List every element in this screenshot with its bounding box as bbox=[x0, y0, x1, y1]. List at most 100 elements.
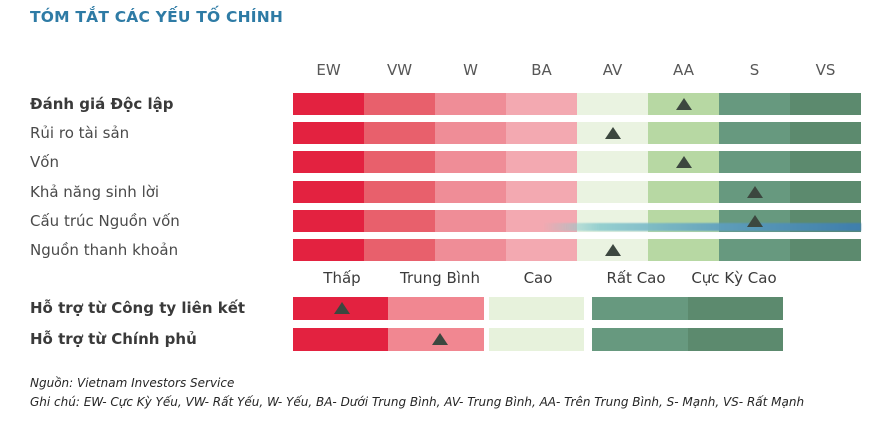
rating-scale-bar bbox=[293, 122, 861, 145]
grade-header-vw: VW bbox=[386, 61, 413, 79]
scale-segment bbox=[293, 238, 364, 261]
grade-header-vs: VS bbox=[815, 61, 836, 79]
page-title: TÓM TẮT CÁC YẾU TỐ CHÍNH bbox=[30, 8, 284, 26]
level-label-high: Cao bbox=[523, 269, 553, 287]
factor-row: Rủi ro tài sản bbox=[0, 122, 890, 151]
scale-segment bbox=[687, 328, 784, 351]
scale-segment bbox=[435, 209, 506, 232]
factor-row: Cấu trúc Nguồn vốn bbox=[0, 209, 890, 239]
rating-marker-triangle bbox=[675, 156, 692, 169]
grade-header-ew: EW bbox=[316, 61, 341, 79]
rating-scale-bar bbox=[293, 209, 861, 232]
grade-header-s: S bbox=[749, 61, 760, 79]
scale-segment bbox=[592, 297, 688, 320]
scale-segment bbox=[577, 93, 648, 115]
scale-segment bbox=[293, 93, 364, 115]
scale-segment bbox=[719, 93, 790, 115]
factor-label-profitability: Khả năng sinh lời bbox=[30, 182, 160, 201]
scale-segment bbox=[506, 238, 577, 261]
scale-segment bbox=[719, 151, 790, 174]
factor-label-liquidity: Nguồn thanh khoản bbox=[30, 240, 179, 259]
scale-segment bbox=[364, 93, 435, 115]
scale-segment bbox=[506, 180, 577, 203]
rating-marker-triangle bbox=[746, 185, 763, 198]
support-label-government: Hỗ trợ từ Chính phủ bbox=[30, 330, 197, 348]
support-row: Hỗ trợ từ Công ty liên kết bbox=[0, 297, 890, 328]
scale-segment bbox=[388, 297, 484, 320]
level-label-extremely-high: Cực Kỳ Cao bbox=[691, 269, 777, 287]
scale-segment bbox=[435, 151, 506, 174]
scale-segment bbox=[293, 151, 364, 174]
rating-marker-triangle bbox=[604, 243, 621, 256]
figure-footer: Nguồn: Vietnam Investors Service Ghi chú… bbox=[30, 374, 804, 411]
rating-scale-bar bbox=[293, 297, 784, 320]
scale-segment bbox=[435, 238, 506, 261]
rating-marker-triangle bbox=[432, 333, 448, 345]
scale-segment bbox=[719, 122, 790, 145]
support-rows-section: Hỗ trợ từ Công ty liên kết Hỗ trợ từ Chí… bbox=[0, 297, 890, 359]
scale-segment bbox=[435, 122, 506, 145]
factor-row: Khả năng sinh lời bbox=[0, 180, 890, 210]
rating-scale-bar bbox=[293, 180, 861, 203]
factor-label-funding-structure: Cấu trúc Nguồn vốn bbox=[30, 211, 180, 230]
scale-segment bbox=[506, 93, 577, 115]
factor-row: Vốn bbox=[0, 151, 890, 180]
rating-scale-bar bbox=[293, 328, 784, 351]
grade-header-w: W bbox=[463, 61, 478, 79]
rating-scale-bar bbox=[293, 238, 861, 261]
rating-marker-triangle bbox=[604, 127, 621, 140]
source-note: Nguồn: Vietnam Investors Service bbox=[30, 376, 235, 390]
scale-segment bbox=[293, 180, 364, 203]
scale-segment bbox=[790, 122, 861, 145]
scale-segment bbox=[790, 93, 861, 115]
scale-segment bbox=[648, 122, 719, 145]
scale-segment bbox=[648, 180, 719, 203]
rating-marker-triangle bbox=[746, 214, 763, 227]
support-label-affiliate: Hỗ trợ từ Công ty liên kết bbox=[30, 299, 246, 317]
scale-segment bbox=[506, 122, 577, 145]
scale-segment bbox=[577, 180, 648, 203]
support-row: Hỗ trợ từ Chính phủ bbox=[0, 328, 890, 359]
rating-marker-triangle bbox=[675, 98, 692, 110]
scale-segment bbox=[483, 328, 593, 351]
scale-segment bbox=[293, 328, 389, 351]
scale-segment bbox=[790, 238, 861, 261]
rating-marker-triangle bbox=[334, 302, 350, 314]
level-label-low: Thấp bbox=[323, 269, 361, 287]
scale-segment bbox=[435, 93, 506, 115]
legend-note: Ghi chú: EW- Cực Kỳ Yếu, VW- Rất Yếu, W-… bbox=[30, 394, 805, 409]
scale-segment bbox=[790, 151, 861, 174]
scale-segment bbox=[364, 180, 435, 203]
scale-segment bbox=[687, 297, 784, 320]
support-level-header-row: Thấp Trung Bình Cao Rất Cao Cực Kỳ Cao bbox=[293, 269, 783, 287]
scale-segment bbox=[293, 209, 364, 232]
rating-scale-bar bbox=[293, 93, 861, 115]
scale-segment bbox=[506, 151, 577, 174]
scale-segment bbox=[364, 238, 435, 261]
scale-segment bbox=[592, 328, 688, 351]
scale-segment bbox=[790, 180, 861, 203]
scale-segment bbox=[364, 209, 435, 232]
grade-header-aa: AA bbox=[673, 61, 694, 79]
level-label-medium: Trung Bình bbox=[400, 269, 480, 287]
factor-row: Đánh giá Độc lập bbox=[0, 93, 890, 122]
scale-segment bbox=[435, 180, 506, 203]
scale-segment bbox=[364, 122, 435, 145]
factor-label-independent-assessment: Đánh giá Độc lập bbox=[30, 95, 174, 113]
grade-header-ba: BA bbox=[531, 61, 552, 79]
factor-row: Nguồn thanh khoản bbox=[0, 238, 890, 268]
grade-header-row: EW VW W BA AV AA S VS bbox=[293, 61, 861, 79]
scale-segment bbox=[648, 238, 719, 261]
factor-label-asset-risk: Rủi ro tài sản bbox=[30, 124, 130, 143]
scale-segment bbox=[483, 297, 593, 320]
factor-rows-section: Đánh giá Độc lập Rủi ro tài sản Vốn Khả … bbox=[0, 93, 890, 268]
factor-label-capital: Vốn bbox=[30, 153, 59, 172]
scale-segment bbox=[293, 122, 364, 145]
level-label-very-high: Rất Cao bbox=[606, 269, 666, 287]
grade-header-av: AV bbox=[602, 61, 623, 79]
scale-segment bbox=[719, 238, 790, 261]
scale-segment bbox=[364, 151, 435, 174]
scan-artifact-blue-streak bbox=[542, 222, 861, 231]
rating-scale-bar bbox=[293, 151, 861, 174]
